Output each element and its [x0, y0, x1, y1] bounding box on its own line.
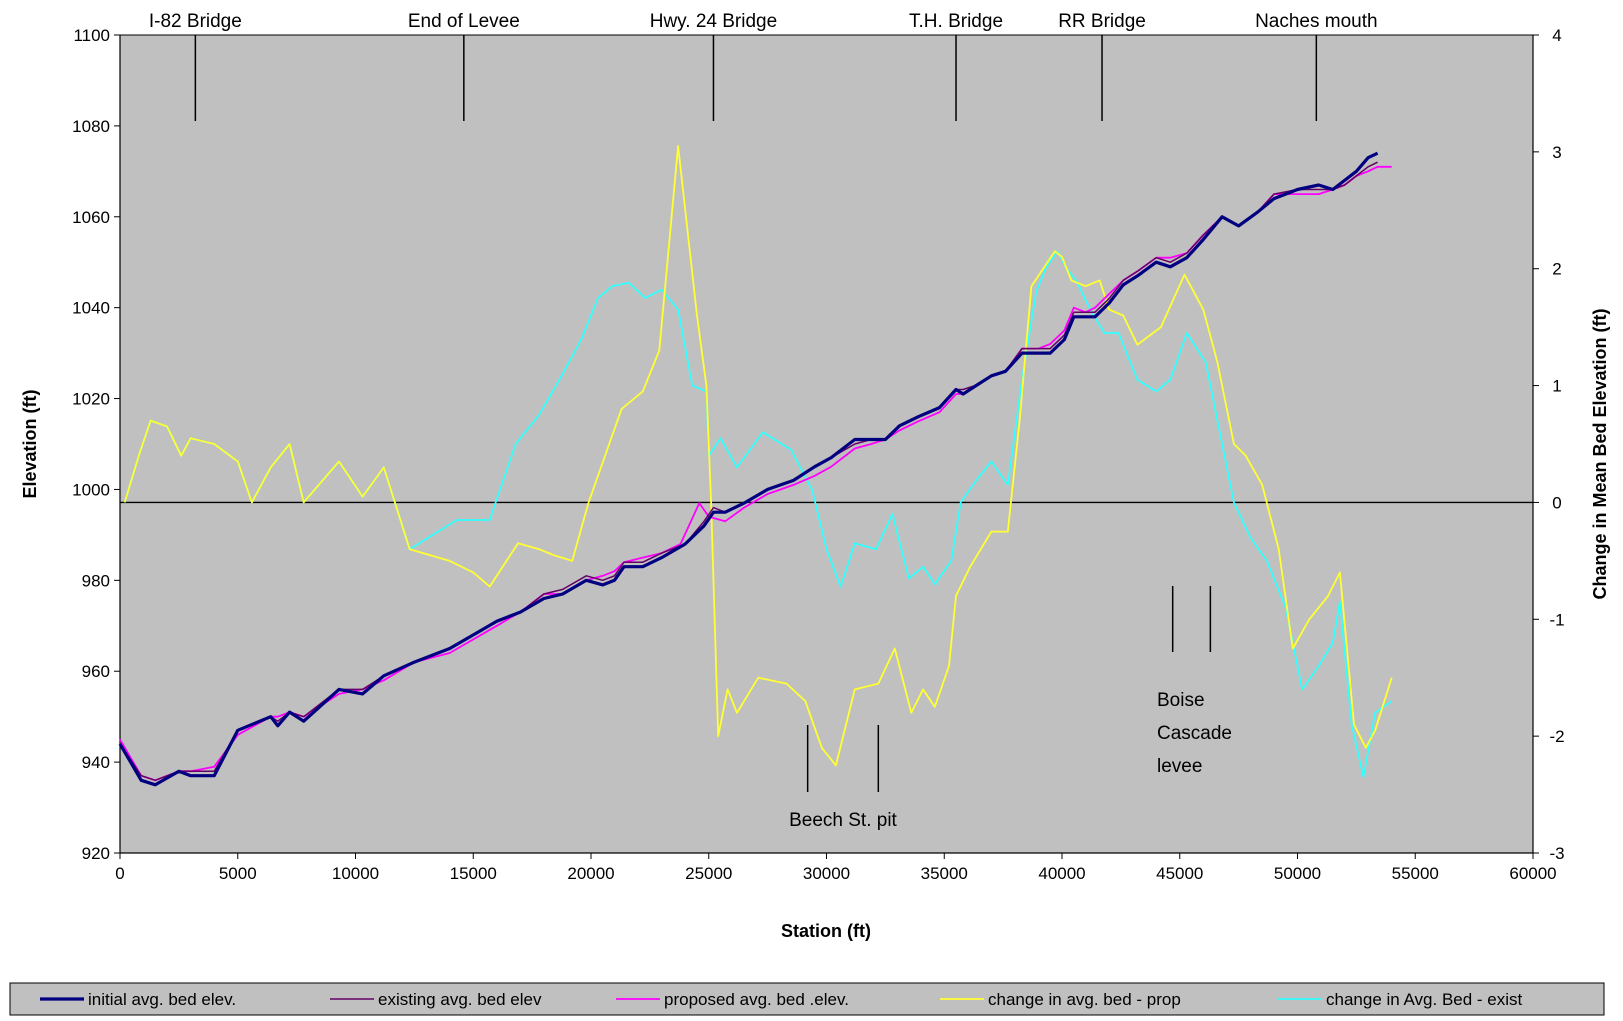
- landmark-label: Naches mouth: [1255, 11, 1378, 32]
- x-tick-label: 40000: [1038, 864, 1085, 883]
- y-left-tick-label: 960: [82, 662, 110, 681]
- legend-box: [9, 982, 1605, 1016]
- x-axis-title: Station (ft): [781, 921, 871, 941]
- y-right-tick-label: -2: [1549, 727, 1564, 746]
- x-tick-label: 55000: [1392, 864, 1439, 883]
- plot-area: [119, 34, 1534, 854]
- series-line-0: [118, 151, 1379, 787]
- legend-label-4: change in Avg. Bed - exist: [1326, 990, 1523, 1009]
- y-right-tick-label: -3: [1549, 844, 1564, 863]
- y-right-tick-label: 1: [1552, 377, 1561, 396]
- legend-label-2: proposed avg. bed .elev.: [664, 990, 849, 1009]
- y-left-tick-label: 920: [82, 844, 110, 863]
- x-tick-label: 45000: [1156, 864, 1203, 883]
- beech-pit-label: Beech St. pit: [789, 810, 897, 831]
- landmark-label: I-82 Bridge: [149, 11, 242, 32]
- legend-label-3: change in avg. bed - prop: [988, 990, 1181, 1009]
- x-tick-label: 50000: [1274, 864, 1321, 883]
- x-tick-label: 60000: [1509, 864, 1556, 883]
- legend: initial avg. bed elev. existing avg. bed …: [9, 982, 1605, 1016]
- series-group: [118, 145, 1393, 787]
- y-right-tick-label: -1: [1549, 610, 1564, 629]
- landmark-label: Hwy. 24 Bridge: [650, 11, 777, 32]
- landmark-label: T.H. Bridge: [909, 11, 1003, 32]
- x-tick-label: 20000: [567, 864, 614, 883]
- y-left-tick-label: 1000: [72, 480, 110, 499]
- y-right-tick-label: 0: [1552, 493, 1561, 512]
- x-tick-label: 5000: [219, 864, 257, 883]
- y-left-tick-label: 1060: [72, 208, 110, 227]
- x-tick-label: 10000: [332, 864, 379, 883]
- x-tick-label: 35000: [921, 864, 968, 883]
- boise-levee-label: Boise: [1157, 690, 1205, 711]
- y-left-tick-label: 1080: [72, 117, 110, 136]
- series-line-3: [123, 145, 1393, 767]
- x-tick-label: 15000: [450, 864, 497, 883]
- landmark-label: End of Levee: [408, 11, 520, 32]
- x-tick-label: 30000: [803, 864, 850, 883]
- x-tick-label: 0: [115, 864, 124, 883]
- tick-labels-group: 0 5000 10000 15000 20000 25000 30000 35000 40000…: [72, 26, 1564, 883]
- y-left-tick-label: 1020: [72, 390, 110, 409]
- y-right-tick-label: 3: [1552, 143, 1561, 162]
- y-left-tick-label: 940: [82, 753, 110, 772]
- axes-group: [114, 34, 1539, 859]
- y-left-tick-label: 1040: [72, 299, 110, 318]
- series-line-1: [119, 161, 1378, 782]
- landmark-label: RR Bridge: [1058, 11, 1146, 32]
- annotations-group: Beech St. pit Boise Cascade levee: [789, 586, 1232, 831]
- y-left-tick-label: 1100: [73, 26, 110, 45]
- landmarks-group: I-82 Bridge End of Levee Hwy. 24 Bridge T.H…: [149, 11, 1378, 121]
- boise-levee-label: Cascade: [1157, 723, 1232, 744]
- legend-label-0: initial avg. bed elev.: [88, 990, 236, 1009]
- legend-items: initial avg. bed elev. existing avg. bed …: [40, 990, 1523, 1009]
- x-tick-label: 25000: [685, 864, 732, 883]
- legend-label-1: existing avg. bed elev: [378, 990, 542, 1009]
- y-left-tick-label: 980: [82, 571, 110, 590]
- y-right-tick-label: 2: [1552, 260, 1561, 279]
- y-right-axis-title: Change in Mean Bed Elevation (ft): [1590, 308, 1610, 599]
- boise-levee-label: levee: [1157, 756, 1202, 777]
- y-right-tick-label: 4: [1552, 26, 1561, 45]
- y-left-axis-title: Elevation (ft): [20, 389, 40, 498]
